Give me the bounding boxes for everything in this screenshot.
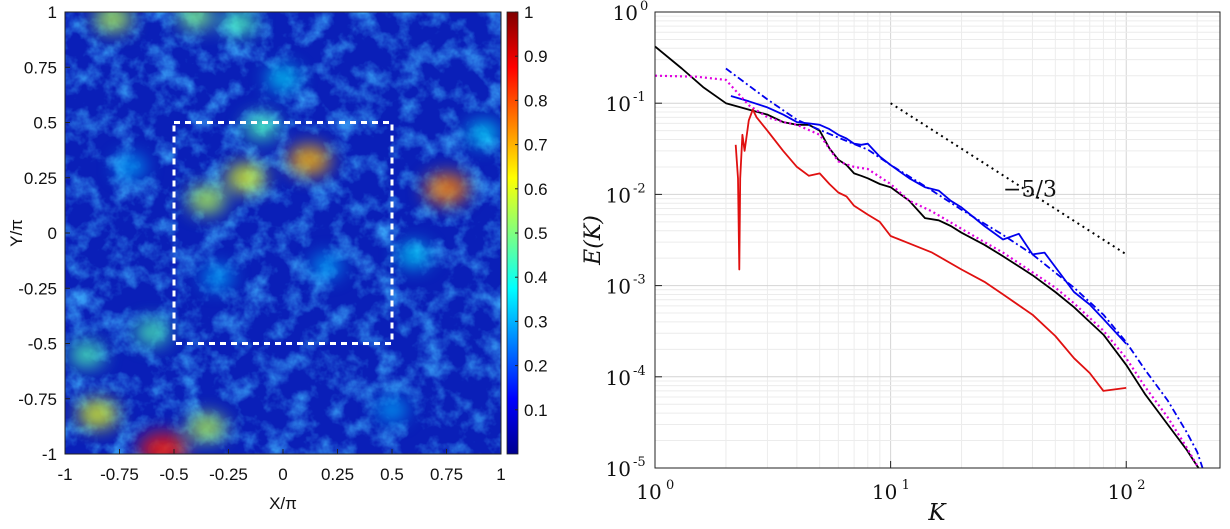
hotspot [187, 413, 226, 441]
x-tick-label: 0.75 [430, 465, 463, 484]
hotspot [398, 243, 430, 267]
y-tick-label: -0.75 [18, 390, 57, 409]
x-tick-label: 10 [872, 480, 897, 504]
y-tick-exponent: -1 [633, 90, 646, 105]
x-tick-label: 10 [1108, 480, 1133, 504]
colorbar-tick-label: 0.8 [524, 91, 548, 110]
x-tick-label: -0.25 [209, 465, 248, 484]
series-line-2 [730, 95, 1127, 345]
colorbar-tick-label: 0.3 [524, 312, 548, 331]
x-tick-label: -0.75 [100, 465, 139, 484]
x-tick-exponent: 0 [666, 478, 674, 493]
spectrum-xlabel: K [927, 500, 947, 526]
colorbar-tick-label: 0.1 [524, 401, 548, 420]
hotspot [222, 12, 257, 36]
x-tick-label: 10 [636, 480, 661, 504]
y-tick-exponent: -3 [633, 273, 646, 288]
series-line-4 [655, 74, 1200, 468]
colorbar-tick-label: 0.9 [524, 47, 548, 66]
hotspot [287, 145, 331, 176]
spectrum-panel: −5/3 10 0 10 1 10 210 010 -110 -210 -310 -410 -5 K … [581, 0, 1221, 526]
y-tick-label: 0.25 [24, 169, 57, 188]
y-tick-exponent: -5 [633, 455, 646, 470]
y-tick-label: 10 [606, 275, 631, 299]
spectrum-ticks: 10 0 10 1 10 210 010 -110 -210 -310 -410 -5 [606, 0, 1146, 504]
y-tick-label: 10 [606, 366, 631, 390]
hotspot [177, 12, 214, 30]
hotspot [311, 255, 342, 278]
heatmap-hotspots [69, 12, 500, 454]
y-tick-label: 10 [606, 183, 631, 207]
colorbar-ticks: 1 0.9 0.8 0.7 0.6 0.5 0.4 0.3 0.2 0.1 [515, 3, 548, 420]
heatmap-panel: -1 -0.75 -0.5 -0.25 0 0.25 0.5 0.75 1 1 0.75 0.5 0.2… [7, 3, 506, 513]
y-tick-label: 10 [606, 92, 631, 116]
y-tick-label: 10 [613, 1, 638, 25]
y-tick-label: -0.25 [18, 279, 57, 298]
y-tick-label: 0.5 [33, 114, 57, 133]
hotspot [424, 173, 469, 205]
heatmap-ylabel: Y/π [7, 219, 26, 247]
spectrum-ylabel: E(K) [581, 215, 606, 266]
colorbar-tick-label: 0.4 [524, 268, 548, 287]
colorbar: 1 0.9 0.8 0.7 0.6 0.5 0.4 0.3 0.2 0.1 [506, 3, 548, 455]
series-line-5 [734, 108, 1127, 392]
spectrum-series [655, 45, 1204, 468]
colorbar-tick-label: 0.7 [524, 136, 548, 155]
hotspot [377, 398, 407, 421]
colorbar-tick-label: 0.5 [524, 224, 548, 243]
heatmap-xlabel: X/π [269, 494, 297, 513]
hotspot [115, 155, 146, 178]
hotspot [94, 12, 132, 33]
x-tick-label: 1 [496, 465, 505, 484]
hotspot [139, 433, 187, 454]
hotspot [78, 400, 118, 429]
x-tick-label: -1 [57, 465, 72, 484]
x-tick-exponent: 2 [1137, 478, 1145, 493]
x-tick-label: 0.5 [380, 465, 404, 484]
colorbar-tick-label: 0.6 [524, 180, 548, 199]
hotspot [226, 163, 266, 192]
x-tick-label: 0.25 [321, 465, 354, 484]
y-tick-label: 0.75 [24, 58, 57, 77]
y-tick-exponent: -4 [633, 364, 646, 379]
spectrum-frame [654, 11, 1221, 469]
hotspot [135, 319, 170, 345]
hotspot [187, 186, 226, 214]
x-tick-label: 0 [278, 465, 287, 484]
reference-slope-line [890, 102, 1127, 256]
x-tick-label: -0.5 [159, 465, 188, 484]
series-line-3 [725, 67, 1204, 468]
hotspot [467, 122, 500, 146]
y-tick-exponent: -2 [633, 181, 646, 196]
colorbar-tick-label: 0.2 [524, 357, 548, 376]
y-tick-label: 0 [48, 224, 57, 243]
y-tick-label: 10 [606, 457, 631, 481]
colorbar-tick-label: 1 [524, 3, 533, 22]
hotspot [69, 342, 105, 368]
hotspot [202, 266, 233, 289]
y-tick-label: 1 [48, 3, 57, 22]
spectrum-grid [654, 12, 1220, 469]
y-tick-label: -0.5 [28, 335, 57, 354]
hotspot [267, 66, 299, 90]
hotspot [244, 114, 279, 140]
x-tick-exponent: 1 [902, 478, 910, 493]
y-tick-label: -1 [42, 445, 57, 464]
heatmap-ticks: -1 -0.75 -0.5 -0.25 0 0.25 0.5 0.75 1 1 0.75 0.5 0.2… [18, 3, 505, 484]
slope-annotation: −5/3 [1003, 177, 1057, 202]
y-tick-exponent: 0 [640, 0, 648, 14]
